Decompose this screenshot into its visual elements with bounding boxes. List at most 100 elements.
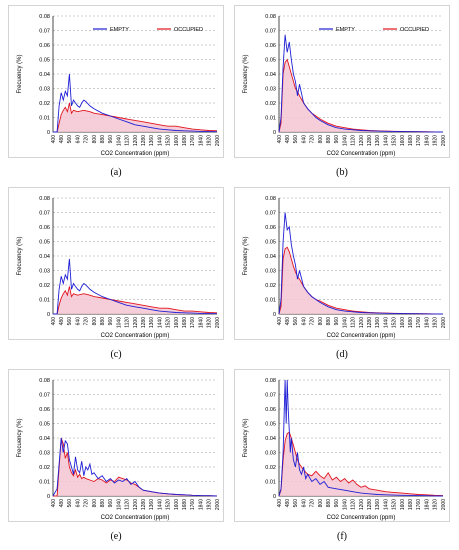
y-tick-label: 0.02 (265, 101, 276, 107)
y-tick-label: 0.08 (39, 196, 50, 202)
x-tick-label: 2000 (441, 317, 447, 328)
x-tick-label: 1760 (416, 135, 422, 146)
x-tick-label: 1200 (359, 317, 365, 328)
series-occupied-line (53, 286, 218, 315)
y-tick-label: 0 (47, 312, 50, 318)
y-tick-label: 0.06 (39, 407, 50, 413)
panel-caption: (e) (110, 531, 122, 542)
series-occupied-line (53, 102, 218, 133)
x-tick-label: 640 (301, 135, 307, 144)
y-tick-label: 0.06 (265, 407, 276, 413)
y-tick-label: 0 (273, 494, 276, 500)
y-tick-label: 0 (47, 494, 50, 500)
x-tick-label: 1600 (400, 135, 406, 146)
x-tick-label: 480 (285, 499, 291, 508)
x-axis-label: CO2 Concentration (ppm) (101, 333, 170, 339)
occupied-area (279, 59, 443, 132)
chart-svg: 0 0.01 0.02 0.03 0.04 0.05 0.06 0.07 0.08 400 480 5… (243, 14, 447, 157)
x-tick-label: 1520 (166, 135, 172, 146)
legend-label: OCCUPIED (400, 27, 429, 33)
y-tick-label: 0.06 (265, 43, 276, 49)
x-tick-label: 720 (310, 317, 316, 326)
x-tick-label: 1920 (207, 135, 213, 146)
x-tick-label: 560 (67, 317, 73, 326)
x-tick-label: 880 (326, 317, 332, 326)
x-tick-label: 1680 (408, 135, 414, 146)
x-tick-label: 1360 (149, 499, 155, 510)
panel-caption: (f) (337, 531, 347, 542)
y-tick-label: 0.04 (39, 254, 50, 260)
x-tick-label: 1600 (174, 499, 180, 510)
x-tick-label: 1920 (433, 317, 439, 328)
x-tick-label: 1920 (433, 135, 439, 146)
y-tick-label: 0.05 (39, 58, 50, 64)
x-tick-label: 1760 (416, 499, 422, 510)
x-tick-label: 960 (108, 317, 114, 326)
x-tick-label: 1680 (182, 499, 188, 510)
chart-panel-2: 0 0.01 0.02 0.03 0.04 0.05 0.06 0.07 0.08 400 480 5… (234, 5, 450, 158)
x-tick-label: 1760 (190, 135, 196, 146)
y-tick-label: 0.07 (39, 29, 50, 35)
x-tick-label: 800 (318, 135, 324, 144)
y-tick-label: 0.01 (265, 480, 276, 486)
x-tick-label: 640 (75, 317, 81, 326)
x-tick-label: 1600 (400, 317, 406, 328)
chart-panel-4: 0 0.01 0.02 0.03 0.04 0.05 0.06 0.07 0.08 400 480 5… (234, 187, 450, 340)
y-axis-label: Frecuency (%) (17, 54, 23, 93)
occupied-area (53, 103, 217, 132)
y-tick-label: 0.08 (39, 378, 50, 384)
chart-svg: 0 0.01 0.02 0.03 0.04 0.05 0.06 0.07 0.08 400 480 5… (243, 378, 447, 521)
x-tick-label: 2000 (441, 135, 447, 146)
y-tick-label: 0.08 (265, 196, 276, 202)
x-tick-label: 640 (301, 317, 307, 326)
series-empty-line (278, 379, 444, 497)
y-tick-label: 0.08 (39, 14, 50, 20)
x-tick-label: 2000 (215, 499, 221, 510)
x-tick-label: 1440 (383, 499, 389, 510)
x-tick-label: 960 (108, 499, 114, 508)
series-empty-line (278, 34, 444, 133)
y-axis-label: Frecuency (%) (17, 236, 23, 275)
chart-panel-6: 0 0.01 0.02 0.03 0.04 0.05 0.06 0.07 0.08 400 480 5… (234, 369, 450, 522)
x-tick-label: 880 (326, 499, 332, 508)
x-tick-label: 1360 (149, 135, 155, 146)
chart-panel-3: 0 0.01 0.02 0.03 0.04 0.05 0.06 0.07 0.08 400 480 5… (8, 187, 224, 340)
x-tick-label: 1200 (359, 499, 365, 510)
x-tick-label: 880 (100, 135, 106, 144)
x-tick-label: 1840 (424, 135, 430, 146)
y-tick-label: 0.01 (39, 298, 50, 304)
x-tick-label: 720 (84, 135, 90, 144)
chart-svg: 0 0.01 0.02 0.03 0.04 0.05 0.06 0.07 0.08 400 480 5… (17, 196, 221, 339)
x-tick-label: 1280 (141, 135, 147, 146)
y-tick-label: 0.05 (39, 240, 50, 246)
legend-label: EMPTY (336, 27, 355, 33)
x-tick-label: 1840 (424, 499, 430, 510)
x-tick-label: 400 (277, 499, 283, 508)
x-tick-label: 2000 (215, 135, 221, 146)
y-tick-label: 0.01 (39, 116, 50, 122)
x-tick-label: 880 (100, 317, 106, 326)
x-axis-label: CO2 Concentration (ppm) (327, 515, 396, 521)
x-tick-label: 400 (51, 499, 57, 508)
x-tick-label: 1280 (367, 135, 373, 146)
y-tick-label: 0.01 (39, 480, 50, 486)
y-axis-label: Frecuency (%) (17, 418, 23, 457)
x-tick-label: 1360 (375, 317, 381, 328)
occupied-area (53, 286, 217, 314)
y-tick-label: 0.06 (39, 43, 50, 49)
y-tick-label: 0.08 (265, 14, 276, 20)
x-tick-label: 1040 (116, 499, 122, 510)
x-tick-label: 400 (277, 317, 283, 326)
x-tick-label: 800 (318, 317, 324, 326)
y-tick-label: 0.03 (39, 87, 50, 93)
x-tick-label: 1520 (392, 499, 398, 510)
x-tick-label: 1840 (424, 317, 430, 328)
x-tick-label: 800 (92, 135, 98, 144)
y-tick-label: 0.02 (39, 283, 50, 289)
x-tick-label: 640 (301, 499, 307, 508)
y-tick-label: 0 (47, 130, 50, 136)
x-tick-label: 560 (67, 135, 73, 144)
y-tick-label: 0.05 (265, 58, 276, 64)
y-tick-label: 0.01 (265, 116, 276, 122)
